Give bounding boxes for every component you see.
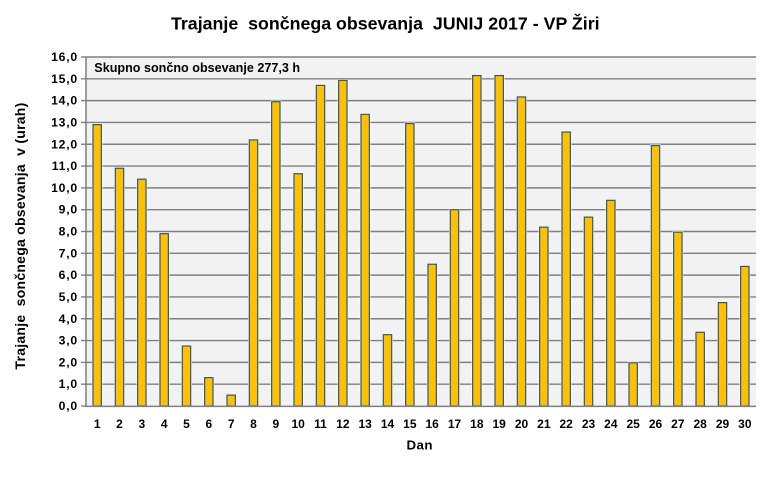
svg-text:6: 6 xyxy=(205,417,212,431)
svg-text:27: 27 xyxy=(671,417,685,431)
svg-text:1: 1 xyxy=(94,417,101,431)
svg-text:11: 11 xyxy=(314,417,327,431)
svg-text:7: 7 xyxy=(228,417,235,431)
svg-text:9: 9 xyxy=(272,417,279,431)
svg-text:5,0: 5,0 xyxy=(59,290,78,304)
svg-text:2: 2 xyxy=(116,417,123,431)
svg-text:29: 29 xyxy=(716,417,730,431)
svg-text:19: 19 xyxy=(492,417,506,431)
svg-text:9,0: 9,0 xyxy=(59,203,78,217)
svg-text:4,0: 4,0 xyxy=(59,312,78,326)
svg-text:Dan: Dan xyxy=(406,438,433,453)
svg-text:1,0: 1,0 xyxy=(59,377,78,391)
svg-text:10: 10 xyxy=(291,417,305,431)
svg-text:16: 16 xyxy=(425,417,439,431)
svg-text:13,0: 13,0 xyxy=(51,115,78,129)
svg-text:21: 21 xyxy=(537,417,551,431)
svg-text:0,0: 0,0 xyxy=(59,399,78,413)
svg-text:3: 3 xyxy=(138,417,145,431)
svg-text:Trajanje sončnega obsevanja: Trajanje sončnega obsevanja JUNIJ 2017 -… xyxy=(171,13,600,34)
svg-text:30: 30 xyxy=(738,417,752,431)
svg-text:Trajanje sončnega obsevanja: Trajanje sončnega obsevanja v (urah) xyxy=(12,102,28,369)
svg-text:2,0: 2,0 xyxy=(59,355,78,369)
svg-text:20: 20 xyxy=(515,417,529,431)
svg-text:12,0: 12,0 xyxy=(51,137,78,151)
svg-text:6,0: 6,0 xyxy=(59,268,78,282)
svg-text:8,0: 8,0 xyxy=(59,225,78,239)
svg-text:8: 8 xyxy=(250,417,257,431)
svg-text:7,0: 7,0 xyxy=(59,246,78,260)
svg-text:23: 23 xyxy=(582,417,596,431)
svg-text:Skupno sončno obsevanje 277,3: Skupno sončno obsevanje 277,3 h xyxy=(94,61,300,75)
svg-text:13: 13 xyxy=(358,417,372,431)
svg-text:16,0: 16,0 xyxy=(51,50,78,64)
svg-text:11,0: 11,0 xyxy=(52,159,78,173)
svg-text:3,0: 3,0 xyxy=(59,334,78,348)
svg-text:14: 14 xyxy=(381,417,395,431)
svg-text:17: 17 xyxy=(448,417,462,431)
svg-text:12: 12 xyxy=(336,417,350,431)
svg-text:10,0: 10,0 xyxy=(51,181,78,195)
svg-text:18: 18 xyxy=(470,417,484,431)
svg-text:22: 22 xyxy=(559,417,573,431)
svg-text:26: 26 xyxy=(649,417,663,431)
svg-text:4: 4 xyxy=(161,417,168,431)
svg-text:14,0: 14,0 xyxy=(51,94,78,108)
svg-text:28: 28 xyxy=(693,417,707,431)
svg-text:15: 15 xyxy=(403,417,417,431)
svg-text:25: 25 xyxy=(626,417,640,431)
svg-text:24: 24 xyxy=(604,417,618,431)
svg-text:5: 5 xyxy=(183,417,190,431)
svg-text:15,0: 15,0 xyxy=(51,72,78,86)
